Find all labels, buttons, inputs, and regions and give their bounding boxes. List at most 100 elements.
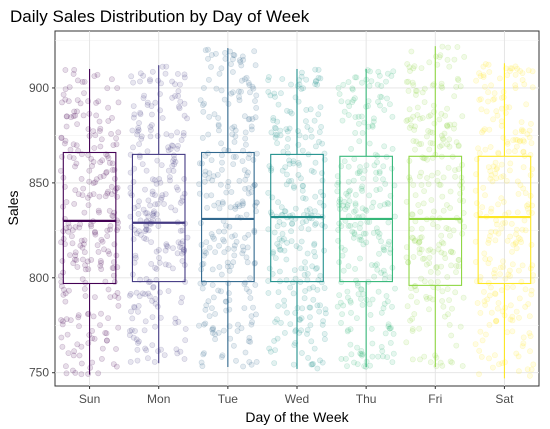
- sales-point: [250, 304, 256, 311]
- sales-point: [374, 159, 380, 166]
- sales-point: [313, 265, 319, 272]
- sales-point: [312, 81, 318, 87]
- sales-point: [109, 264, 116, 271]
- sales-point: [387, 325, 393, 332]
- sales-point: [410, 82, 417, 88]
- sales-point: [377, 93, 384, 100]
- sales-point: [58, 135, 65, 141]
- sales-point: [512, 82, 519, 89]
- sales-point: [522, 190, 529, 196]
- sales-point: [86, 178, 93, 185]
- sales-point: [525, 301, 532, 307]
- sales-point: [141, 235, 148, 242]
- sales-point: [206, 113, 213, 120]
- sales-point: [289, 220, 295, 227]
- sales-point: [509, 248, 515, 255]
- box-sun: [62, 151, 117, 285]
- sales-point: [88, 223, 95, 230]
- sales-point: [424, 175, 430, 181]
- sales-point: [128, 308, 134, 315]
- sales-point: [201, 100, 207, 107]
- sales-point: [414, 104, 421, 111]
- sales-point: [279, 230, 286, 237]
- sales-point: [60, 291, 67, 298]
- sales-point: [390, 330, 397, 337]
- sales-point: [271, 360, 278, 366]
- sales-point: [517, 182, 524, 188]
- sales-point: [347, 326, 354, 333]
- sales-point: [477, 96, 484, 102]
- sales-point: [287, 284, 293, 291]
- sales-point: [276, 246, 283, 253]
- sales-point: [274, 140, 280, 147]
- sales-point: [285, 150, 291, 157]
- sales-point: [454, 44, 461, 50]
- sales-point: [216, 228, 222, 235]
- sales-point: [95, 370, 102, 377]
- sales-point: [437, 181, 444, 188]
- sales-point: [172, 207, 179, 214]
- sales-point: [212, 331, 218, 338]
- sales-point: [268, 165, 275, 172]
- sales-point: [477, 309, 484, 316]
- sales-point: [290, 361, 297, 368]
- sales-point: [250, 85, 257, 92]
- sales-point: [158, 194, 165, 201]
- sales-point: [287, 108, 294, 115]
- sales-point: [199, 134, 206, 141]
- sales-point: [275, 289, 282, 295]
- sales-point: [218, 140, 224, 147]
- sales-point: [280, 221, 287, 228]
- sales-point: [334, 303, 341, 310]
- sales-point: [184, 115, 190, 122]
- sales-point: [349, 228, 356, 235]
- sales-point: [62, 290, 69, 297]
- sales-point: [131, 304, 138, 311]
- sales-point: [105, 315, 111, 321]
- sales-point: [347, 299, 354, 306]
- sales-point: [229, 56, 236, 63]
- sales-point: [521, 217, 528, 224]
- sales-point: [410, 254, 417, 260]
- sales-point: [444, 105, 450, 112]
- sales-point: [205, 131, 212, 138]
- sales-point: [71, 200, 78, 207]
- sales-point: [506, 104, 513, 111]
- sales-point: [224, 183, 231, 190]
- sales-point: [408, 122, 415, 129]
- sales-point: [383, 293, 390, 299]
- sales-point: [376, 72, 383, 79]
- sales-point: [81, 237, 88, 244]
- sales-point: [204, 204, 210, 211]
- sales-point: [440, 303, 447, 310]
- sales-point: [409, 211, 416, 218]
- sales-point: [358, 286, 364, 292]
- sales-point: [476, 96, 483, 103]
- sales-point: [270, 117, 277, 124]
- sales-point: [513, 226, 520, 233]
- sales-point: [337, 299, 344, 306]
- sales-point: [496, 75, 503, 82]
- sales-point: [519, 70, 526, 76]
- sales-point: [446, 63, 453, 70]
- sales-point: [134, 340, 141, 346]
- sales-point: [291, 184, 297, 191]
- sales-point: [368, 262, 375, 268]
- sales-point: [93, 112, 100, 119]
- sales-point: [447, 358, 454, 365]
- sales-point: [472, 187, 479, 194]
- sales-point: [412, 237, 419, 244]
- sales-point: [345, 327, 351, 333]
- sales-point: [230, 259, 237, 266]
- sales-point: [363, 207, 370, 214]
- sales-point: [272, 319, 278, 325]
- sales-point: [249, 83, 256, 90]
- sales-point: [274, 316, 280, 323]
- sales-point: [304, 124, 311, 130]
- sales-point: [225, 245, 232, 252]
- sales-point: [277, 127, 284, 134]
- sales-point: [519, 226, 526, 233]
- sales-point: [386, 274, 393, 281]
- sales-point: [147, 133, 154, 140]
- sales-point: [136, 120, 142, 126]
